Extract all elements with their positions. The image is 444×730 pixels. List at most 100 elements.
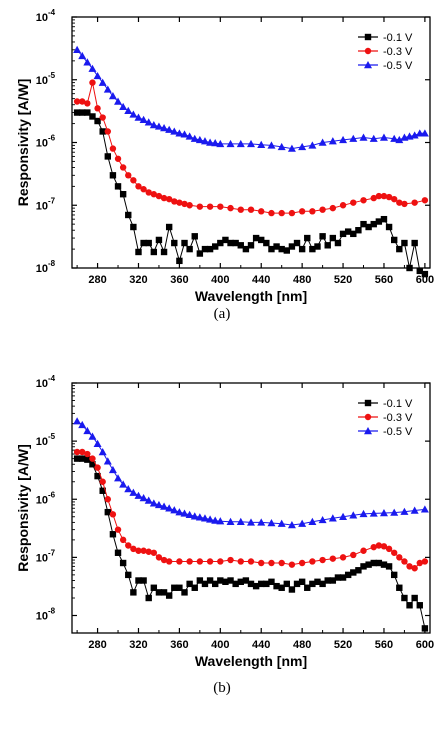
- data-point: [104, 128, 112, 135]
- data-point: [385, 193, 393, 201]
- legend-label: -0.3 V: [383, 412, 413, 424]
- data-point: [237, 206, 244, 213]
- data-point: [171, 198, 178, 205]
- data-point: [349, 134, 358, 142]
- data-point: [242, 577, 250, 584]
- data-point: [350, 230, 357, 238]
- data-point: [226, 517, 235, 525]
- series-03Vv: [73, 79, 429, 217]
- data-point: [114, 526, 122, 533]
- data-point: [379, 509, 388, 517]
- y-tick-exp: -5: [48, 432, 56, 441]
- y-tick-base: 10: [36, 12, 48, 24]
- data-point: [258, 208, 265, 215]
- data-point: [318, 138, 327, 146]
- data-point: [145, 189, 152, 196]
- data-point: [252, 582, 260, 590]
- data-point: [334, 239, 342, 247]
- data-point: [175, 129, 184, 137]
- data-point: [360, 547, 367, 554]
- x-tick-label: 440: [252, 274, 270, 286]
- data-point: [247, 580, 255, 588]
- series-line: [77, 82, 426, 214]
- data-point: [287, 521, 296, 529]
- plot-frame: [71, 382, 431, 634]
- data-point: [273, 243, 280, 250]
- data-point: [308, 141, 317, 149]
- data-point: [109, 145, 117, 152]
- data-point: [140, 547, 147, 554]
- data-point: [416, 559, 423, 567]
- data-point: [144, 496, 153, 504]
- data-point: [108, 465, 117, 474]
- data-point: [154, 500, 163, 509]
- data-point: [129, 110, 138, 118]
- data-point: [212, 243, 219, 250]
- data-point: [369, 134, 378, 142]
- data-point: [226, 139, 235, 148]
- data-point: [140, 186, 147, 193]
- data-point: [88, 64, 97, 72]
- data-point: [109, 531, 117, 538]
- data-point: [355, 227, 362, 234]
- data-point: [119, 191, 127, 198]
- data-point: [257, 140, 266, 148]
- data-point: [206, 558, 214, 565]
- data-point: [304, 584, 311, 591]
- data-point: [149, 499, 158, 507]
- data-point: [415, 129, 424, 137]
- data-point: [328, 514, 337, 522]
- data-point: [298, 519, 307, 527]
- data-point: [94, 117, 101, 125]
- data-point: [79, 98, 86, 105]
- data-point: [396, 554, 403, 561]
- data-point: [360, 197, 367, 204]
- data-point: [73, 45, 82, 54]
- data-point: [370, 543, 377, 551]
- legend-label: -0.3 V: [383, 46, 413, 58]
- data-point: [145, 594, 152, 602]
- data-point: [411, 199, 418, 206]
- data-point: [119, 480, 128, 488]
- data-point: [385, 223, 393, 231]
- y-tick-base: 10: [36, 75, 48, 87]
- data-point: [283, 580, 290, 588]
- series-line: [76, 420, 425, 526]
- data-point: [191, 584, 198, 591]
- y-axis-title: Responsivity [A/W]: [15, 79, 31, 207]
- data-point: [130, 589, 137, 596]
- data-point: [191, 233, 198, 240]
- data-point: [396, 199, 403, 206]
- data-point: [380, 561, 388, 568]
- x-axis-title: Wavelength [nm]: [195, 288, 307, 304]
- data-point: [237, 578, 244, 586]
- data-point: [129, 488, 138, 496]
- x-axis-title: Wavelength [nm]: [195, 653, 307, 669]
- data-point: [273, 582, 280, 590]
- data-point: [99, 128, 106, 135]
- data-point: [114, 155, 122, 162]
- data-point: [309, 245, 316, 253]
- data-point: [83, 58, 92, 66]
- data-point: [329, 555, 337, 562]
- data-point: [78, 420, 87, 429]
- data-point: [78, 51, 87, 60]
- data-point: [298, 208, 306, 215]
- data-point: [287, 144, 296, 152]
- data-point: [89, 461, 96, 468]
- data-point: [247, 206, 255, 213]
- data-point: [324, 577, 331, 584]
- data-point: [149, 121, 158, 129]
- data-point: [170, 127, 179, 135]
- data-point: [135, 547, 142, 554]
- data-point: [217, 239, 224, 247]
- data-point: [176, 199, 183, 206]
- data-point: [329, 577, 337, 584]
- data-point: [360, 563, 367, 570]
- data-point: [406, 563, 413, 570]
- data-point: [309, 558, 316, 565]
- data-point: [319, 206, 326, 213]
- data-point: [89, 79, 96, 86]
- data-point: [237, 558, 244, 565]
